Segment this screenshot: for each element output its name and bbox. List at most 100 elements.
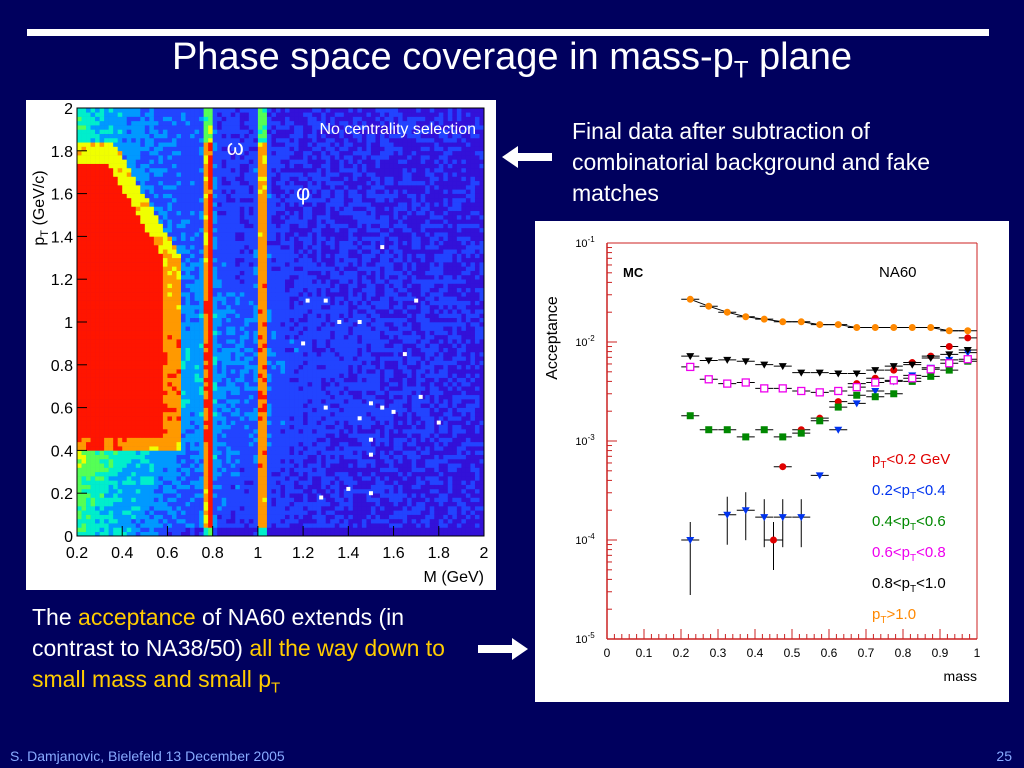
data-point [834,321,842,329]
data-point [853,324,861,332]
data-point [770,536,777,544]
data-point [926,365,935,374]
data-point [852,382,861,392]
statement-highlight-small-mass: all the way down to small mass and small… [32,635,445,692]
data-point [760,384,769,393]
data-point [779,433,787,441]
y-tick-label: 1 [64,315,73,332]
x-tick-label: 1.6 [382,545,404,562]
acc-x-tick-label: 0.2 [673,646,690,660]
data-point [945,327,953,335]
x-tick-label: 0.2 [66,545,88,562]
data-point [926,354,935,362]
data-point [890,324,898,332]
data-point [779,318,787,326]
acc-x-tick-label: 0.5 [784,646,801,660]
acc-x-axis-label: mass [944,668,977,684]
data-point [723,511,732,519]
data-point [871,378,880,387]
acc-x-tick-label: 0 [604,646,611,660]
data-point [908,324,916,332]
data-point [834,370,843,378]
title-text-end: plane [748,36,853,78]
data-point [963,355,972,364]
omega-peak-label: ω [227,135,244,160]
slide-title: Phase space coverage in mass-pT plane [0,36,1024,85]
right-arrow-icon [478,638,530,665]
mc-label: MC [623,265,644,280]
data-point [797,386,806,396]
data-point [834,386,843,396]
data-point [890,390,898,398]
na60-label: NA60 [879,264,917,281]
data-point [778,514,787,522]
legend-entry-3: 0.6<pT<0.8 [872,544,946,564]
x-tick-label: 1.2 [292,545,314,562]
acc-y-tick-label: 10-3 [575,433,595,448]
data-point [945,351,954,359]
data-point [705,302,713,310]
data-point [927,372,935,380]
statement-subscript: T [271,679,281,697]
acc-x-tick-label: 0.1 [636,646,653,660]
y-tick-label: 1.4 [51,229,73,246]
acc-y-tick-label: 10-5 [575,631,595,646]
data-point [741,507,750,515]
data-point [871,393,879,401]
y-tick-label: 0.8 [51,358,73,375]
data-point [945,366,953,374]
legend-entry-5: pT>1.0 [872,606,916,626]
data-point [852,370,861,378]
data-point [908,361,917,369]
y-tick-label: 1.8 [51,144,73,161]
heatmap-panel: 0.2 0.4 0.6 0.8 1 1.2 1.4 1.6 1.8 2 0 0.2 0.4 0.6 0.8 1… [26,100,496,590]
series-3 [681,355,977,397]
x-tick-label: 2 [480,545,489,562]
heatmap-y-axis-label: pT (GeV/c) [31,170,51,245]
data-point [945,359,954,368]
y-tick-label: 1.6 [51,187,73,204]
data-point [815,369,824,377]
y-tick-label: 0.4 [51,443,73,460]
data-point [705,426,713,434]
data-point [852,400,861,408]
y-tick-label: 0 [64,529,73,546]
heatmap-chart: 0.2 0.4 0.6 0.8 1 1.2 1.4 1.6 1.8 200.20.40.60.81… [31,101,489,586]
data-point [741,378,750,387]
phi-peak-label: φ [296,180,310,205]
series-4 [681,347,977,378]
data-point [742,313,750,321]
x-tick-label: 1.8 [428,545,450,562]
x-tick-label: 0.8 [202,545,224,562]
series-5 [681,295,977,335]
data-point [834,398,842,406]
data-point [686,295,694,303]
y-tick-label: 0.6 [51,401,73,418]
x-tick-label: 0.6 [156,545,178,562]
acc-y-axis-label: Acceptance [544,296,561,380]
data-point [723,379,732,388]
data-point [889,363,898,371]
data-point [945,343,953,351]
legend-entry-1: 0.2<pT<0.4 [872,482,946,502]
acc-y-tick-label: 10-1 [575,235,595,250]
title-text: Phase space coverage in mass-p [171,36,734,78]
heatmap-x-axis-label: M (GeV) [424,569,484,586]
statement-highlight-acceptance: acceptance [78,604,196,630]
data-point [871,367,880,375]
data-point [723,356,732,364]
data-point [686,412,694,420]
data-point [927,324,935,332]
y-tick-label: 0.2 [51,486,73,503]
legend-entry-2: 0.4<pT<0.6 [872,513,946,533]
data-point [686,537,695,544]
data-point [704,357,713,365]
data-point [760,514,769,522]
acceptance-chart: 0 0.1 0.2 0.3 0.4 0.5 0.6 0.7 0.8 0.9 1 10-5 10-4 10-… [544,235,981,684]
acc-y-tick-label: 10-2 [575,334,595,349]
acc-x-tick-label: 0.8 [895,646,912,660]
data-point [964,327,972,335]
acc-x-tick-label: 0.7 [858,646,875,660]
data-point [853,391,861,399]
acc-x-tick-label: 0.6 [821,646,838,660]
